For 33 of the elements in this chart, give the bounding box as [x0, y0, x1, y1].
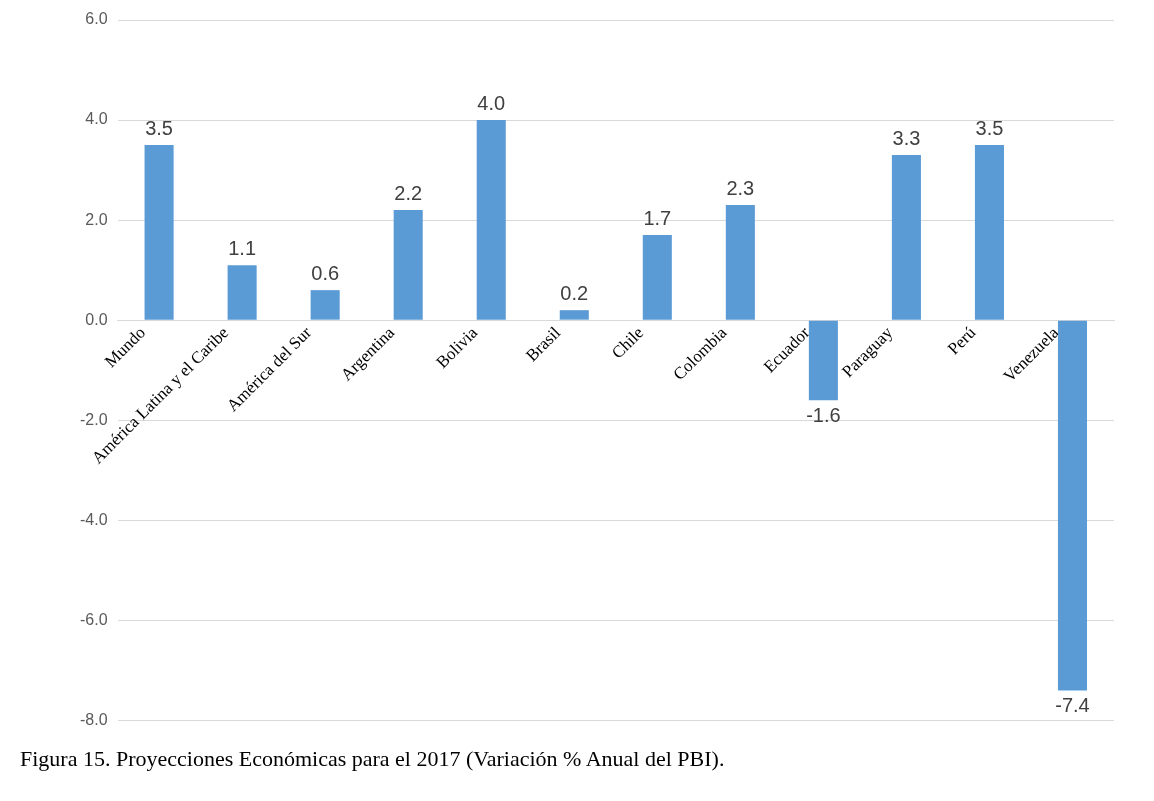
y-tick-label: -8.0	[79, 710, 108, 728]
bar	[808, 320, 838, 401]
bar	[310, 290, 340, 320]
bar	[1057, 320, 1088, 691]
y-tick-label: 6.0	[85, 10, 108, 28]
data-label: 0.6	[311, 261, 340, 284]
bar	[725, 205, 755, 320]
y-tick-label: 2.0	[85, 210, 108, 228]
data-label: 0.2	[560, 281, 589, 304]
data-label: 1.7	[643, 206, 672, 229]
bar	[642, 235, 672, 320]
bar	[227, 265, 257, 320]
bar	[393, 210, 423, 320]
data-label: 3.3	[892, 126, 921, 149]
data-label: 4.0	[477, 91, 506, 114]
data-label: -1.6	[806, 403, 841, 426]
bar	[891, 155, 921, 320]
y-tick-label: 4.0	[85, 110, 108, 128]
data-label: 3.5	[975, 116, 1004, 139]
data-label: 1.1	[228, 236, 257, 259]
data-label: 2.3	[726, 176, 755, 199]
data-label: 3.5	[145, 116, 173, 139]
bar	[476, 120, 506, 320]
text: Figura 15. Proyecciones Económicas para el 2017 (Variación % Anual del PBI).	[20, 746, 726, 772]
data-label: -7.4	[1055, 693, 1090, 716]
bar	[559, 310, 589, 320]
data-label: 2.2	[394, 181, 423, 204]
y-tick-label: -6.0	[79, 610, 108, 628]
bar	[144, 145, 174, 320]
bar	[974, 145, 1004, 320]
y-tick-label: 0.0	[85, 310, 108, 328]
y-tick-label: -4.0	[79, 510, 108, 528]
x-tick-label: Chile	[607, 322, 648, 363]
